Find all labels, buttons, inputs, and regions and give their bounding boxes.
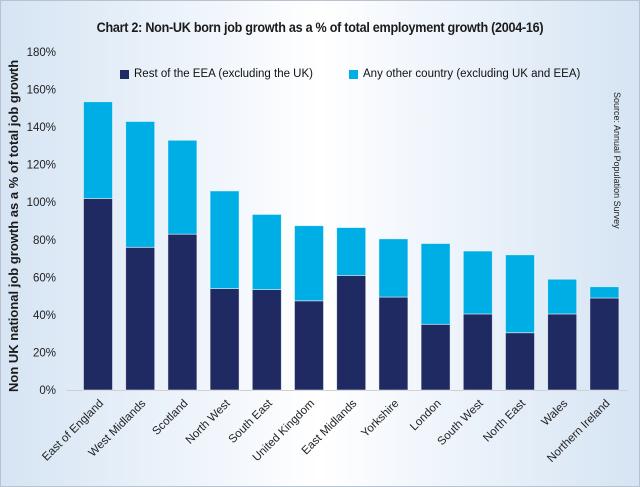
bar-eea <box>209 288 240 391</box>
y-tick-label: 120% <box>27 160 56 172</box>
legend-label: Any other country (excluding UK and EEA) <box>363 68 581 80</box>
y-tick-label: 100% <box>27 197 56 209</box>
bar-other <box>505 254 535 334</box>
y-tick-label: 160% <box>27 85 56 97</box>
bar-other <box>209 190 240 289</box>
chart-title: Chart 2: Non-UK born job growth as a % o… <box>96 19 544 35</box>
bar-eea <box>420 323 451 391</box>
x-tick-label: North West <box>184 397 234 447</box>
x-tick-label: Yorkshire <box>359 398 401 440</box>
bar-eea <box>251 289 282 391</box>
x-tick-label: Wales <box>540 397 571 428</box>
legend-swatch <box>349 69 358 79</box>
bar-eea <box>547 313 578 391</box>
bar-eea <box>336 275 367 391</box>
legend-item-other: Any other country (excluding UK and EEA) <box>349 68 580 80</box>
bar-eea <box>378 296 409 391</box>
bar-eea <box>294 300 324 391</box>
y-tick-label: 140% <box>27 122 56 134</box>
bar-eea <box>167 233 198 391</box>
y-tick-label: 40% <box>33 310 56 322</box>
bar-other <box>125 121 156 248</box>
y-tick-label: 20% <box>33 347 56 359</box>
y-tick-label: 80% <box>33 235 56 247</box>
x-tick-label: South West <box>436 397 487 448</box>
bar-other <box>251 214 282 290</box>
y-tick-label: 180% <box>27 47 56 59</box>
x-tick-label: London <box>408 398 444 434</box>
bar-eea <box>83 198 113 391</box>
bar-eea <box>589 297 620 391</box>
bar-eea <box>505 332 535 391</box>
bar-other <box>336 227 367 276</box>
bar-eea <box>125 246 156 391</box>
x-tick-label: North East <box>481 397 528 444</box>
bar-other <box>547 278 578 315</box>
bar-other <box>294 225 324 302</box>
legend-swatch <box>120 69 129 79</box>
bar-other <box>378 238 409 298</box>
x-tick-label: Scotland <box>150 398 190 438</box>
bar-other <box>83 101 113 199</box>
legend-label: Rest of the EEA (excluding the UK) <box>134 68 313 80</box>
y-tick-label: 0% <box>39 385 56 397</box>
bar-other <box>589 286 620 299</box>
bar-other <box>167 139 198 235</box>
bar-eea <box>462 313 493 391</box>
y-tick-label: 60% <box>33 272 56 284</box>
bar-other <box>420 243 451 325</box>
legend-item-eea: Rest of the EEA (excluding the UK) <box>120 68 313 80</box>
bar-other <box>462 250 493 315</box>
